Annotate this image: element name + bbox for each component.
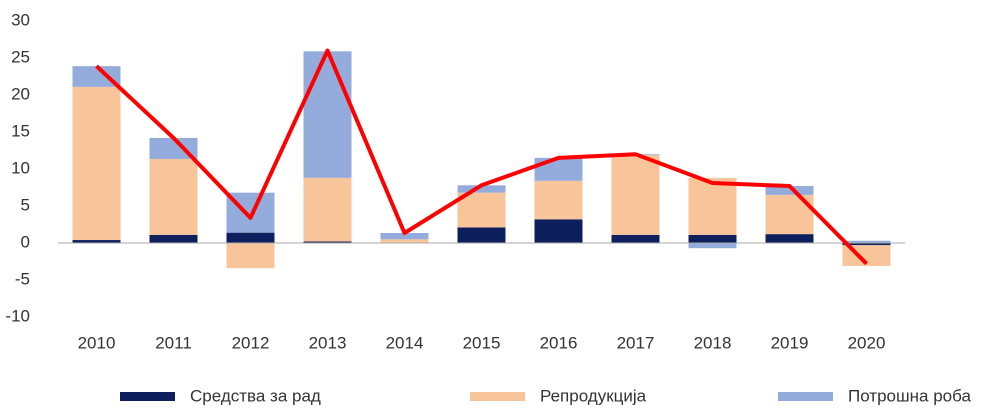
y-tick-label: 20: [11, 84, 30, 103]
legend-swatch: [778, 392, 833, 401]
bar-segment: [303, 177, 352, 242]
bar-segment: [842, 240, 891, 243]
bar-segment: [380, 239, 429, 243]
x-tick-label: 2014: [386, 333, 424, 352]
line-series: [95, 48, 868, 266]
bar-segment: [842, 243, 891, 246]
bar-segment: [688, 243, 737, 249]
x-tick-label: 2017: [617, 333, 655, 352]
x-tick-label: 2010: [78, 333, 116, 352]
bar-segment: [457, 192, 506, 228]
bar-segment: [765, 234, 814, 243]
x-tick-label: 2013: [309, 333, 347, 352]
legend-label: Средства за рад: [190, 386, 321, 405]
bar-segment: [149, 234, 198, 243]
x-tick-label: 2016: [540, 333, 578, 352]
legend-label: Репродукција: [540, 386, 647, 405]
y-tick-label: 5: [21, 195, 30, 214]
y-tick-label: 10: [11, 158, 30, 177]
bar-segment: [72, 240, 121, 243]
bar-segment: [688, 177, 737, 235]
bar-segment: [226, 232, 275, 243]
bar-segment: [72, 86, 121, 241]
x-tick-label: 2015: [463, 333, 501, 352]
bar-segment: [303, 51, 352, 178]
legend-swatch: [470, 392, 525, 401]
x-tick-label: 2020: [848, 333, 886, 352]
bar-segment: [149, 159, 198, 235]
legend-label: Потрошна роба: [848, 386, 971, 405]
y-tick-label: 0: [21, 232, 30, 251]
y-tick-label: 30: [11, 10, 30, 29]
y-tick-label: -5: [15, 269, 30, 288]
bar-segment: [765, 186, 814, 195]
x-tick-label: 2018: [694, 333, 732, 352]
bar-segment: [226, 243, 275, 269]
x-tick-label: 2019: [771, 333, 809, 352]
bar-segment: [72, 66, 121, 87]
bar-segment: [380, 233, 429, 240]
bar-segment: [611, 234, 660, 243]
legend-swatch: [120, 392, 175, 401]
bar-segment: [534, 157, 583, 181]
y-tick-label: 25: [11, 47, 30, 66]
bar-segment: [457, 227, 506, 243]
x-tick-label: 2012: [232, 333, 270, 352]
x-tick-label: 2011: [155, 333, 192, 352]
y-tick-label: -10: [5, 306, 30, 325]
bar-segment: [688, 234, 737, 243]
y-tick-label: 15: [11, 121, 30, 140]
bar-segment: [457, 185, 506, 193]
bar-segment: [534, 219, 583, 243]
bar-segment: [303, 241, 352, 243]
bar-segment: [534, 180, 583, 220]
bar-segment: [149, 137, 198, 160]
bar-segment: [611, 154, 660, 235]
